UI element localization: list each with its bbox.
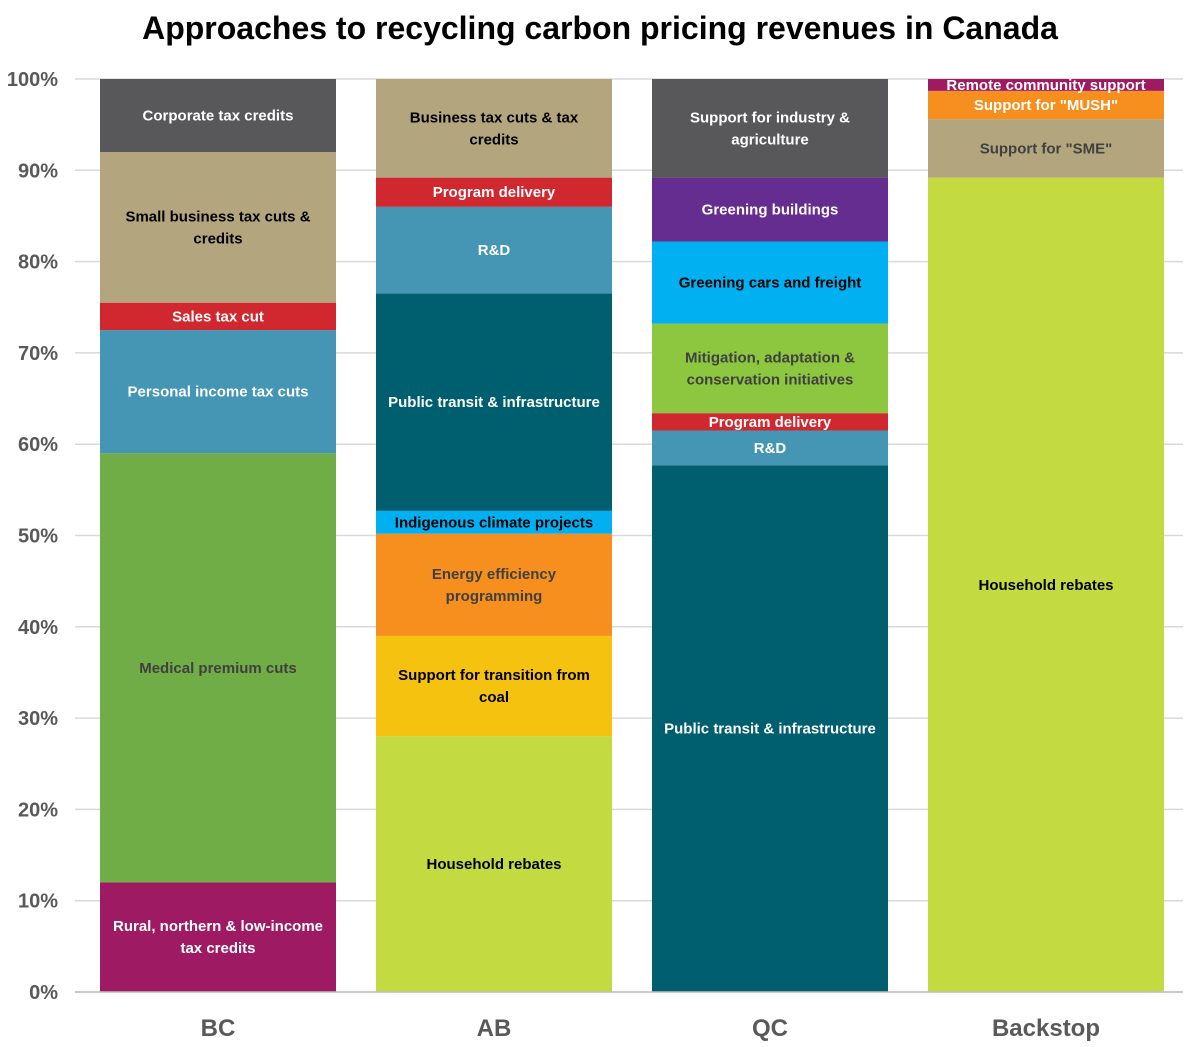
bar-segment (652, 413, 888, 431)
bar-segment (100, 330, 336, 454)
bar-segment (100, 453, 336, 883)
segment-label: Support for "SME" (980, 140, 1113, 157)
bar-segment (376, 177, 612, 207)
bar-segment (376, 533, 612, 636)
y-tick-label: 0% (29, 982, 58, 1004)
bar-segment (652, 323, 888, 414)
segment-label: R&D (478, 242, 511, 259)
bar-segment (928, 90, 1164, 120)
x-category-label: QC (752, 1015, 788, 1042)
y-tick-label: 30% (18, 708, 58, 730)
segment-label: Public transit & infrastructure (388, 394, 600, 411)
bar-segment (652, 177, 888, 242)
segment-label: Support for industry & agriculture (690, 109, 850, 148)
segment-label: Program delivery (709, 414, 832, 431)
segment-label: Energy efficiency programming (432, 566, 557, 605)
bar-segment (376, 510, 612, 534)
segment-label: Greening buildings (702, 202, 839, 219)
bar-segment (376, 635, 612, 737)
y-tick-label: 80% (18, 252, 58, 274)
bar-segment (376, 79, 612, 178)
segment-label: Personal income tax cuts (128, 384, 309, 401)
bar-segment (652, 79, 888, 178)
segment-label: Indigenous climate projects (395, 514, 593, 531)
y-tick-label: 90% (18, 160, 58, 182)
x-category-label: Backstop (992, 1015, 1100, 1042)
y-tick-label: 50% (18, 526, 58, 548)
segment-label: Mitigation, adaptation & conservation ini… (685, 349, 855, 388)
segment-label: R&D (754, 440, 787, 457)
y-tick-label: 70% (18, 343, 58, 365)
bar-segment (928, 177, 1164, 992)
segment-label: Small business tax cuts & credits (125, 208, 310, 247)
bar-segment (100, 79, 336, 153)
segment-label: Support for "MUSH" (974, 97, 1118, 114)
bar-segment (100, 882, 336, 992)
segment-label: Sales tax cut (172, 308, 264, 325)
bar-segment (376, 293, 612, 511)
bar-segment (928, 119, 1164, 178)
chart-title: Approaches to recycling carbon pricing r… (142, 10, 1058, 46)
y-tick-label: 40% (18, 617, 58, 639)
bar-segment (652, 430, 888, 466)
segment-label: Corporate tax credits (143, 108, 294, 125)
bar-segment (652, 241, 888, 324)
bar-segment (100, 302, 336, 331)
bar-segment (376, 736, 612, 992)
segment-label: Rural, northern & low-income tax credits (113, 918, 323, 957)
bar-segment (376, 206, 612, 294)
bar-segment (100, 152, 336, 303)
segment-label: Support for transition from coal (398, 667, 590, 706)
bar-stack-bc: Rural, northern & low-income tax credits M… (100, 79, 336, 992)
bar-stack-qc: Public transit & infrastructure R&D Progra… (652, 79, 888, 993)
y-tick-label: 100% (7, 69, 58, 91)
y-tick-label: 10% (18, 891, 58, 913)
x-category-label: AB (477, 1015, 512, 1042)
segment-label: Greening cars and freight (679, 275, 862, 292)
segment-label: Remote community support (946, 77, 1145, 94)
bar-segment (652, 465, 888, 993)
y-tick-label: 20% (18, 799, 58, 821)
bar-segment (928, 79, 1164, 91)
segment-label: Public transit & infrastructure (664, 721, 876, 738)
bar-stack-ab: Household rebates Support for transition … (376, 79, 612, 992)
segment-label: Medical premium cuts (139, 660, 297, 677)
segment-label: Program delivery (433, 184, 556, 201)
bar-stack-backstop: Household rebates Support for "SME" Suppor… (928, 77, 1164, 992)
segment-label: Household rebates (978, 577, 1113, 594)
segment-label: Household rebates (426, 856, 561, 873)
x-category-label: BC (201, 1015, 236, 1042)
y-tick-label: 60% (18, 434, 58, 456)
segment-label: Business tax cuts & tax credits (410, 109, 579, 148)
